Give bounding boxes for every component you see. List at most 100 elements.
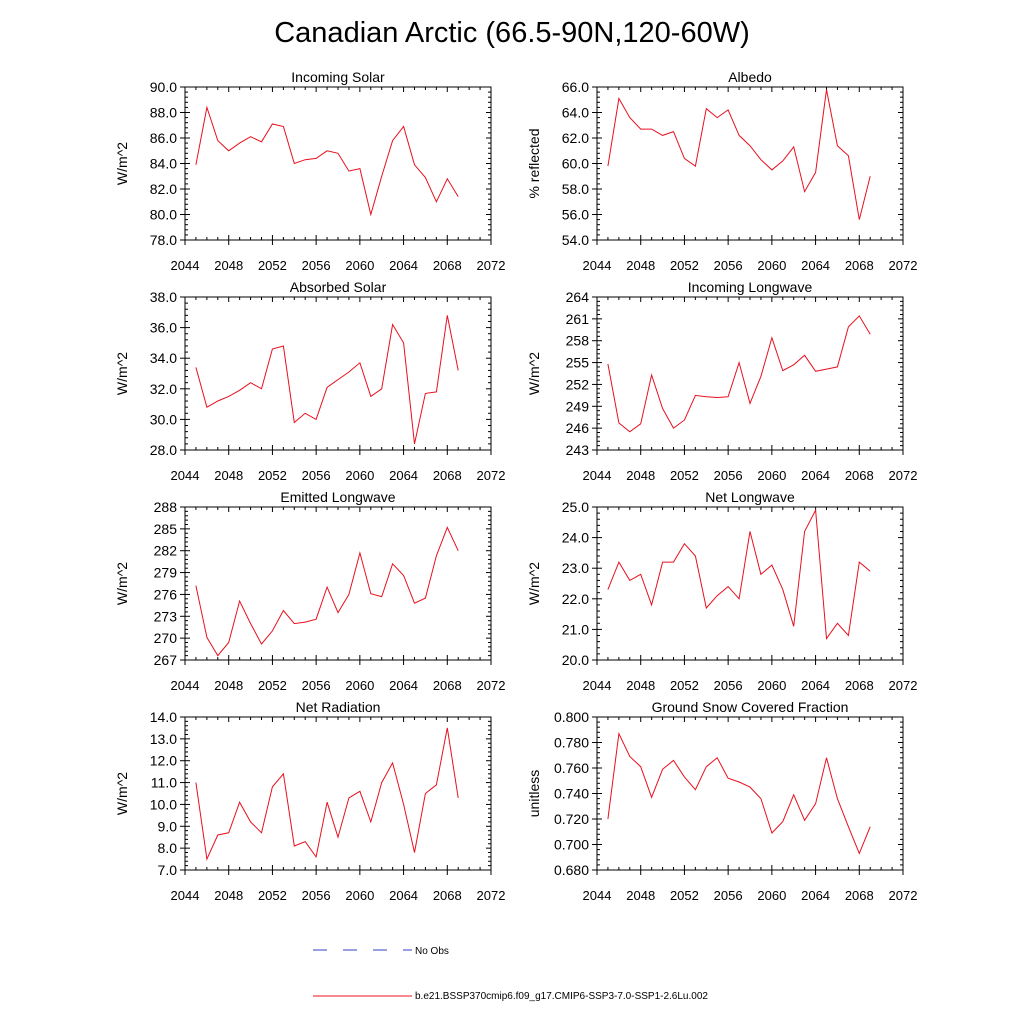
- series-line: [195, 315, 459, 445]
- x-tick-label: 2068: [433, 678, 462, 693]
- y-tick-label: 0.720: [554, 811, 589, 827]
- x-tick-label: 2056: [714, 468, 743, 483]
- y-tick-label: 23.0: [562, 560, 589, 576]
- x-tick-label: 2048: [626, 888, 655, 903]
- x-tick-label: 2060: [345, 468, 374, 483]
- y-tick-label: 264: [566, 289, 590, 305]
- y-tick-label: 7.0: [158, 862, 178, 878]
- y-tick-label: 82.0: [150, 181, 177, 197]
- series-line: [607, 89, 871, 220]
- y-tick-label: 62.0: [562, 130, 589, 146]
- series-line: [607, 731, 871, 855]
- x-tick-label: 2060: [345, 888, 374, 903]
- y-tick-label: 279: [154, 565, 178, 581]
- y-tick-label: 11.0: [151, 775, 177, 791]
- y-tick-label: 10.0: [150, 796, 177, 812]
- y-axis-label: unitless: [526, 770, 542, 817]
- y-tick-label: 90.0: [150, 79, 177, 95]
- x-tick-label: 2056: [302, 678, 331, 693]
- x-tick-label: 2044: [171, 888, 200, 903]
- plot-frame: [184, 506, 492, 661]
- x-tick-label: 2064: [389, 468, 418, 483]
- panels: Incoming Solar W/m^2 2044 2048 2052 2056 2060 2…: [114, 69, 917, 903]
- x-tick-label: 2068: [845, 258, 874, 273]
- x-tick-label: 2044: [583, 258, 612, 273]
- legend-model-label: b.e21.BSSP370cmip6.f09_g17.CMIP6-SSP3-7.…: [415, 991, 708, 1002]
- x-tick-label: 2060: [757, 888, 786, 903]
- y-tick-label: 88.0: [150, 105, 177, 121]
- x-tick-label: 2048: [214, 888, 243, 903]
- y-tick-label: 56.0: [562, 207, 589, 223]
- plot-frame: [596, 86, 904, 241]
- series-line: [195, 105, 459, 217]
- plot-frame: [596, 506, 904, 661]
- y-tick-label: 30.0: [150, 411, 177, 427]
- x-tick-label: 2044: [171, 678, 200, 693]
- y-tick-label: 243: [566, 442, 590, 458]
- x-tick-label: 2048: [214, 678, 243, 693]
- y-tick-label: 258: [566, 333, 590, 349]
- panel-title: Ground Snow Covered Fraction: [652, 699, 849, 715]
- x-tick-label: 2072: [889, 678, 918, 693]
- y-tick-label: 38.0: [150, 289, 177, 305]
- y-tick-label: 28.0: [150, 442, 177, 458]
- x-tick-label: 2052: [258, 888, 287, 903]
- x-tick-label: 2056: [302, 888, 331, 903]
- x-tick-label: 2052: [670, 258, 699, 273]
- x-tick-label: 2072: [477, 258, 506, 273]
- y-tick-label: 0.740: [554, 786, 589, 802]
- y-axis-label: W/m^2: [114, 562, 130, 605]
- series-line: [195, 526, 459, 657]
- x-tick-label: 2048: [214, 258, 243, 273]
- plot-frame: [184, 296, 492, 451]
- y-tick-label: 8.0: [158, 840, 178, 856]
- x-tick-label: 2060: [757, 468, 786, 483]
- x-tick-label: 2060: [345, 678, 374, 693]
- x-tick-label: 2064: [389, 678, 418, 693]
- y-tick-label: 14.0: [150, 709, 177, 725]
- y-tick-label: 267: [154, 652, 178, 668]
- x-tick-label: 2064: [801, 468, 830, 483]
- y-tick-label: 54.0: [562, 232, 589, 248]
- x-tick-label: 2072: [477, 678, 506, 693]
- x-tick-label: 2064: [801, 888, 830, 903]
- y-tick-label: 0.800: [554, 709, 589, 725]
- x-tick-label: 2056: [714, 888, 743, 903]
- y-tick-label: 273: [154, 608, 178, 624]
- y-tick-label: 0.760: [554, 760, 589, 776]
- y-tick-label: 58.0: [562, 181, 589, 197]
- series-line: [195, 727, 459, 861]
- y-tick-label: 34.0: [150, 350, 177, 366]
- chart-panel: Net Radiation W/m^2 2044 2048 2052 2056 2060 20…: [114, 699, 505, 903]
- y-tick-label: 0.780: [554, 735, 589, 751]
- y-tick-label: 270: [154, 630, 178, 646]
- x-tick-label: 2072: [889, 258, 918, 273]
- x-tick-label: 2044: [583, 678, 612, 693]
- y-tick-label: 276: [154, 586, 178, 602]
- x-tick-label: 2052: [258, 678, 287, 693]
- legend-obs-label: No Obs: [415, 946, 449, 957]
- x-tick-label: 2064: [389, 258, 418, 273]
- series-line: [607, 508, 871, 640]
- y-tick-label: 64.0: [562, 105, 589, 121]
- y-tick-label: 252: [566, 376, 590, 392]
- figure-title: Canadian Arctic (66.5-90N,120-60W): [274, 17, 750, 49]
- plot-frame: [184, 86, 492, 241]
- x-tick-label: 2060: [757, 678, 786, 693]
- panel-title: Incoming Solar: [291, 69, 385, 85]
- plot-frame: [596, 296, 904, 451]
- y-tick-label: 36.0: [150, 320, 177, 336]
- y-axis-label: W/m^2: [114, 772, 130, 815]
- x-tick-label: 2056: [714, 258, 743, 273]
- y-tick-label: 285: [154, 521, 178, 537]
- panel-title: Net Longwave: [705, 489, 795, 505]
- x-tick-label: 2048: [214, 468, 243, 483]
- chart-panel: Ground Snow Covered Fraction unitless 2044…: [526, 699, 917, 903]
- y-axis-label: W/m^2: [526, 352, 542, 395]
- x-tick-label: 2044: [583, 888, 612, 903]
- y-tick-label: 13.0: [150, 731, 177, 747]
- x-tick-label: 2068: [845, 468, 874, 483]
- chart-panel: Incoming Solar W/m^2 2044 2048 2052 2056 2060 2…: [114, 69, 505, 273]
- y-tick-label: 249: [566, 398, 590, 414]
